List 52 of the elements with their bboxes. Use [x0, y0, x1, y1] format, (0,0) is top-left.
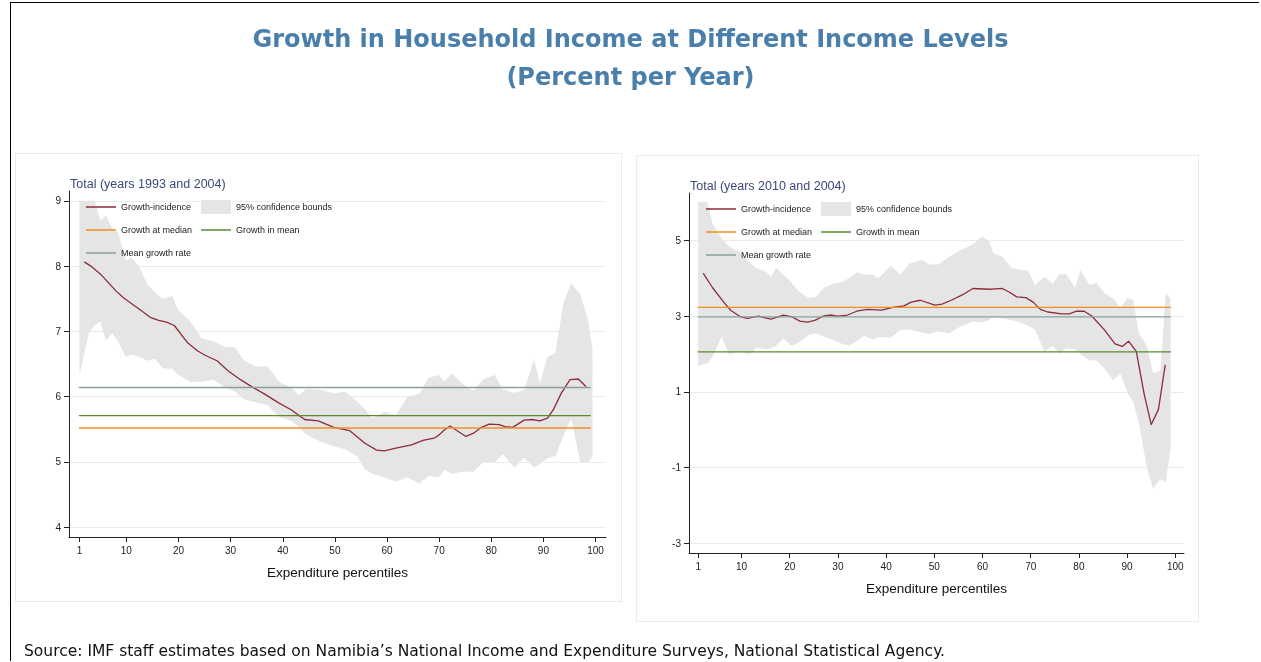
y-tick-label: 1 [675, 386, 682, 398]
x-axis-title: Expenditure percentiles [865, 580, 1008, 596]
x-tick-label: 20 [784, 560, 796, 572]
y-tick-label: 8 [55, 260, 62, 272]
x-tick-label: 90 [537, 544, 550, 556]
legend-label: Growth at median [121, 225, 193, 235]
x-tick-label: 1 [695, 560, 702, 572]
legend-label: Mean growth rate [121, 248, 192, 258]
x-tick-label: 40 [277, 544, 289, 556]
legend-label: Growth at median [741, 227, 813, 237]
x-tick-label: 1 [76, 544, 83, 556]
y-tick-label: -1 [672, 462, 682, 474]
x-tick-label: 60 [976, 560, 989, 572]
source-note: Source: IMF staff estimates based on Namibia’s National Income and Expenditure Surveys, National Statistical Agency. [24, 642, 946, 660]
chart-title: Total (years 2010 and 2004) [690, 178, 846, 193]
x-tick-label: 70 [433, 544, 446, 556]
line-series [702, 273, 1166, 426]
x-tick-label: 80 [485, 544, 498, 556]
x-axis-title: Expenditure percentiles [266, 564, 409, 580]
x-tick-label: 100 [1166, 560, 1185, 572]
y-tick-label: 3 [675, 310, 682, 322]
y-tick-label: 6 [55, 391, 62, 403]
y-tick-label: 4 [55, 521, 62, 533]
x-tick-label: 70 [1025, 560, 1037, 572]
legend-label: Mean growth rate [741, 250, 812, 260]
x-tick-label: 50 [329, 544, 341, 556]
legend-label: Growth in mean [856, 227, 920, 237]
x-tick-label: 10 [120, 544, 133, 556]
x-tick-label: 30 [225, 544, 237, 556]
legend-label: Growth-incidence [121, 202, 192, 212]
x-tick-label: 80 [1073, 560, 1085, 572]
y-tick-label: 5 [55, 456, 62, 468]
y-tick-label: -3 [672, 538, 682, 550]
chart-title: Total (years 1993 and 2004) [70, 176, 226, 191]
x-tick-label: 60 [381, 544, 394, 556]
y-tick-label: 5 [675, 234, 682, 246]
x-tick-label: 40 [880, 560, 893, 572]
y-tick-label: 9 [55, 195, 62, 207]
text: Growth in Household Income at Different Income Levels [251, 24, 1010, 55]
x-tick-label: 20 [172, 544, 185, 556]
x-tick-label: 90 [1121, 560, 1134, 572]
legend-label: Growth in mean [236, 225, 300, 235]
y-tick-label: 7 [55, 325, 62, 337]
legend-label: Growth-incidence [741, 204, 812, 214]
x-tick-label: 100 [587, 544, 605, 556]
legend-label: 95% confidence bounds [856, 204, 953, 214]
x-tick-label: 10 [735, 560, 748, 572]
x-tick-label: 50 [928, 560, 941, 572]
legend-label: 95% confidence bounds [236, 202, 333, 212]
line-series [83, 261, 587, 452]
x-tick-label: 30 [832, 560, 844, 572]
text: (Percent per Year) [505, 62, 756, 93]
